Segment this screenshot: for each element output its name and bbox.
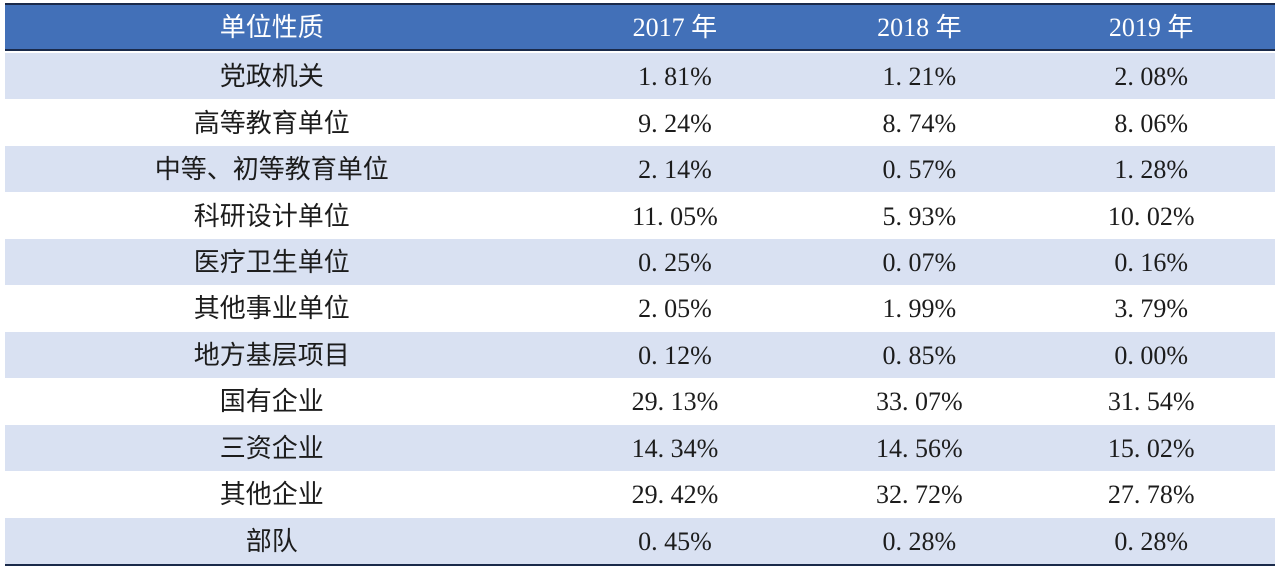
value-2017: 2. 05%	[638, 294, 712, 324]
table-row: 医疗卫生单位 0. 25% 0. 07% 0. 16%	[5, 238, 1275, 286]
header-cell-2017: 2017 年	[632, 13, 718, 42]
value-2019: 3. 79%	[1114, 294, 1188, 324]
value-2018: 0. 07%	[882, 248, 957, 278]
table-row: 部队 0. 45% 0. 28% 0. 28%	[5, 517, 1275, 564]
value-2017: 0. 12%	[638, 340, 712, 370]
table-row: 地方基层项目 0. 12% 0. 85% 0. 00%	[5, 331, 1275, 379]
row-label: 高等教育单位	[193, 108, 350, 138]
header-cell-unit-nature: 单位性质	[219, 13, 324, 42]
value-2017: 0. 25%	[638, 248, 712, 278]
value-2017: 11. 05%	[632, 201, 718, 231]
value-2017: 9. 24%	[638, 108, 712, 138]
table-row: 其他企业 29. 42% 32. 72% 27. 78%	[5, 471, 1275, 517]
table-row: 国有企业 29. 13% 33. 07% 31. 54%	[5, 378, 1275, 424]
value-2018: 8. 74%	[882, 108, 957, 138]
table-header-row: 单位性质 2017 年 2018 年 2019 年	[5, 3, 1275, 51]
value-2019: 0. 28%	[1114, 526, 1188, 556]
row-label: 医疗卫生单位	[193, 248, 350, 278]
value-2019: 8. 06%	[1114, 108, 1188, 138]
value-2017: 14. 34%	[631, 433, 719, 463]
value-2018: 1. 21%	[882, 62, 957, 92]
row-label: 中等、初等教育单位	[154, 155, 389, 185]
table-row: 其他事业单位 2. 05% 1. 99% 3. 79%	[5, 285, 1275, 331]
value-2018: 0. 85%	[882, 340, 957, 370]
value-2019: 2. 08%	[1114, 62, 1188, 92]
table-row: 高等教育单位 9. 24% 8. 74% 8. 06%	[5, 99, 1275, 145]
row-label: 国有企业	[219, 387, 324, 417]
value-2017: 0. 45%	[638, 526, 712, 556]
header-cell-2018: 2018 年	[877, 13, 962, 42]
value-2019: 1. 28%	[1114, 155, 1188, 185]
value-2018: 32. 72%	[876, 480, 963, 510]
value-2018: 5. 93%	[882, 201, 957, 231]
row-label: 部队	[245, 526, 298, 556]
value-2019: 31. 54%	[1107, 387, 1195, 417]
row-label: 三资企业	[219, 433, 324, 463]
value-2019: 0. 00%	[1114, 340, 1188, 370]
table-row: 党政机关 1. 81% 1. 21% 2. 08%	[5, 53, 1275, 100]
value-2019: 15. 02%	[1107, 433, 1195, 463]
table-row: 科研设计单位 11. 05% 5. 93% 10. 02%	[5, 192, 1275, 238]
row-label: 党政机关	[219, 62, 324, 92]
value-2019: 10. 02%	[1107, 201, 1195, 231]
table-row: 三资企业 14. 34% 14. 56% 15. 02%	[5, 424, 1275, 472]
value-2018: 1. 99%	[882, 294, 957, 324]
value-2017: 29. 42%	[631, 480, 719, 510]
header-cell-2019: 2019 年	[1108, 13, 1194, 42]
value-2017: 29. 13%	[631, 387, 719, 417]
value-2018: 0. 57%	[882, 155, 957, 185]
row-label: 其他企业	[219, 480, 324, 510]
value-2018: 33. 07%	[876, 387, 963, 417]
row-label: 地方基层项目	[193, 340, 350, 370]
value-2018: 14. 56%	[876, 433, 963, 463]
value-2017: 1. 81%	[638, 62, 712, 92]
row-label: 科研设计单位	[193, 201, 350, 231]
row-label: 其他事业单位	[193, 294, 350, 324]
value-2019: 0. 16%	[1114, 248, 1188, 278]
value-2018: 0. 28%	[882, 526, 957, 556]
value-2017: 2. 14%	[638, 155, 712, 185]
table-body: 党政机关 1. 81% 1. 21% 2. 08% 高等教育单位 9. 24% …	[5, 53, 1275, 566]
value-2019: 27. 78%	[1107, 480, 1195, 510]
table-row: 中等、初等教育单位 2. 14% 0. 57% 1. 28%	[5, 145, 1275, 193]
